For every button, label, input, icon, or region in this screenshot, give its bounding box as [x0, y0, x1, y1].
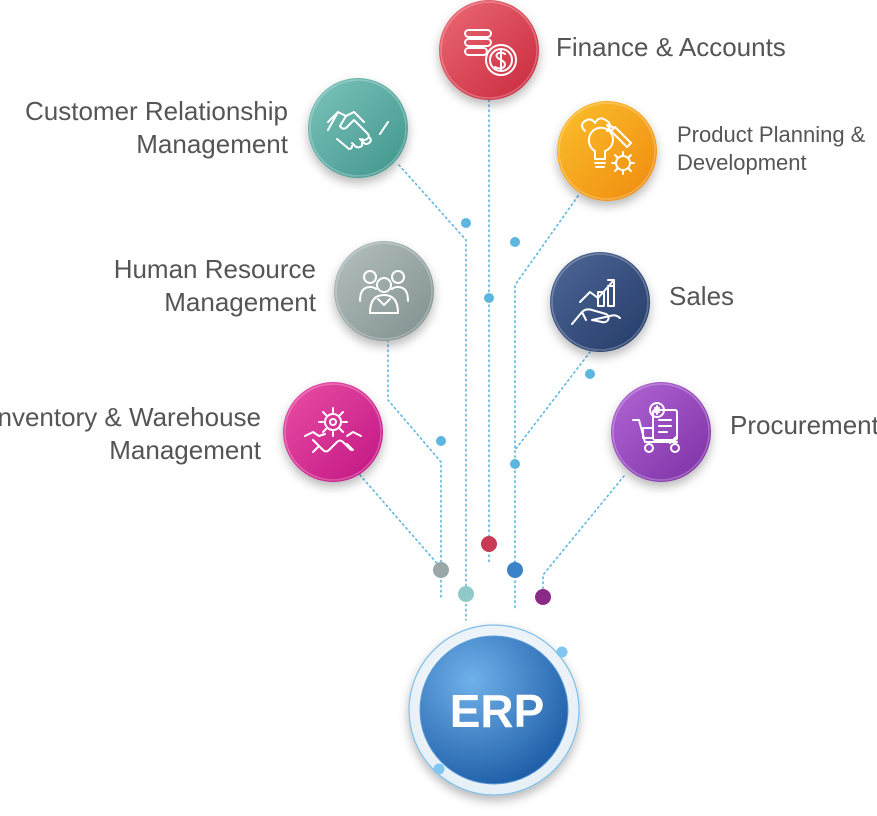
label-product: Product Planning & Development	[677, 121, 865, 176]
endpoint-dot-finance	[481, 536, 497, 552]
label-hr: Human Resource Management	[114, 253, 316, 318]
connector-sales	[514, 351, 591, 451]
module-circle-sales	[550, 252, 650, 352]
growth-chart-hand-icon	[571, 279, 621, 325]
connector-dot	[510, 237, 520, 247]
label-line: Inventory & Warehouse	[0, 402, 261, 432]
connector-product	[514, 195, 579, 611]
label-line: Sales	[669, 281, 735, 311]
label-finance: Finance & Accounts	[556, 31, 786, 64]
connector-lines	[359, 99, 625, 621]
module-circle-hr	[334, 241, 434, 341]
label-sales: Sales	[669, 280, 734, 313]
module-circles	[283, 0, 711, 482]
module-circle-crm	[308, 78, 408, 178]
handshake-icon	[327, 111, 389, 150]
endpoint-dot-hr	[433, 562, 449, 578]
connector-dot	[585, 369, 595, 379]
module-circle-finance	[439, 0, 539, 100]
label-line: Procurement	[730, 410, 877, 440]
label-line: Finance & Accounts	[556, 32, 786, 62]
people-group-icon	[359, 270, 409, 314]
label-procurement: Procurement	[730, 409, 877, 442]
connector-dot	[436, 436, 446, 446]
connector-inventory	[359, 474, 442, 569]
erp-label: ERP	[450, 685, 545, 737]
coins-dollar-icon	[464, 29, 517, 76]
label-line: Product Planning &	[677, 122, 866, 147]
connector-procurement	[542, 475, 625, 606]
endpoint-dots	[433, 536, 551, 605]
label-inventory: Inventory & Warehouse Management	[0, 401, 261, 466]
label-crm: Customer Relationship Management	[25, 95, 288, 160]
module-circle-product	[557, 101, 657, 201]
endpoint-dot-crm	[458, 586, 474, 602]
hands-gear-icon	[304, 407, 362, 453]
connector-dot	[510, 459, 520, 469]
module-circle-inventory	[283, 382, 383, 482]
connector-hr	[387, 339, 442, 599]
label-line: Management	[136, 128, 288, 159]
endpoint-dot-sales	[507, 562, 523, 578]
label-line: Customer Relationship	[24, 96, 288, 126]
label-line: Management	[109, 434, 261, 465]
connector-dot	[484, 293, 494, 303]
label-line: Development	[677, 149, 807, 175]
module-circle-procurement	[611, 382, 711, 482]
hub-ring-dot	[556, 646, 568, 658]
label-line: Human Resource	[113, 254, 316, 284]
connector-crm	[398, 164, 467, 621]
label-line: Management	[164, 286, 316, 317]
connector-dot	[461, 218, 471, 228]
connector-dots	[436, 218, 595, 469]
hub-ring-dot	[433, 763, 445, 775]
trolley-invoice-icon	[632, 402, 680, 453]
lightbulb-gear-icon	[581, 117, 635, 175]
erp-hub: ERP	[408, 624, 580, 796]
endpoint-dot-procurement	[535, 589, 551, 605]
